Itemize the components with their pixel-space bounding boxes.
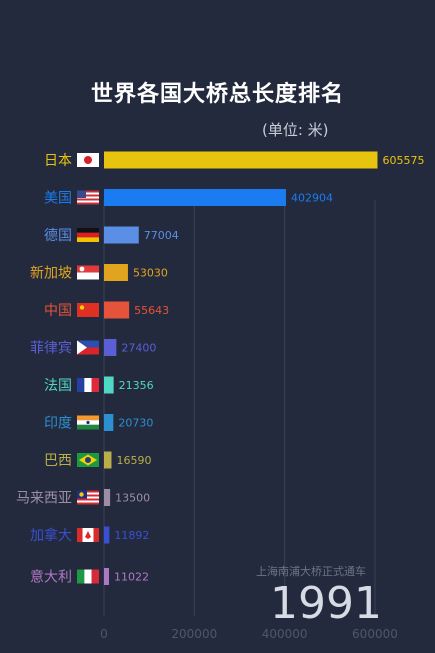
- bar: [104, 376, 114, 394]
- category-label: 日本: [44, 153, 72, 169]
- category-label: 德国: [44, 228, 72, 244]
- china-flag-icon: [77, 303, 99, 317]
- usa-flag-icon: [77, 190, 99, 205]
- category-label: 巴西: [44, 453, 72, 469]
- category-label: 新加坡: [30, 266, 72, 282]
- value-label: 13500: [115, 492, 150, 505]
- value-label: 77004: [144, 229, 179, 242]
- bar: [104, 151, 378, 169]
- category-label: 印度: [44, 416, 72, 432]
- category-label: 菲律宾: [30, 341, 72, 357]
- bar: [104, 526, 110, 544]
- bar: [104, 489, 111, 506]
- value-label: 605575: [382, 154, 424, 167]
- value-label: 21356: [119, 379, 154, 392]
- bar: [104, 568, 109, 585]
- x-tick-label: 600000: [352, 627, 398, 641]
- bar: [104, 414, 114, 431]
- category-label: 马来西亚: [16, 491, 72, 507]
- bar: [104, 264, 128, 281]
- category-label: 中国: [44, 303, 72, 319]
- philippines-flag-icon: [77, 340, 99, 355]
- bar: [104, 226, 139, 244]
- value-label: 11022: [114, 571, 149, 584]
- category-label: 加拿大: [30, 527, 72, 544]
- category-label: 意大利: [30, 569, 72, 586]
- singapore-flag-icon: [77, 265, 99, 280]
- chart-title: 世界各国大桥总长度排名: [90, 82, 344, 107]
- bar: [104, 339, 117, 356]
- malaysia-flag-icon: [77, 490, 99, 505]
- value-label: 53030: [133, 267, 168, 280]
- year-label: 1991: [270, 578, 382, 629]
- bar: [104, 451, 112, 469]
- france-flag-icon: [77, 378, 99, 392]
- brazil-flag-icon: [77, 453, 99, 467]
- unit-label: (单位: 米): [262, 121, 329, 139]
- value-label: 16590: [116, 454, 151, 467]
- value-label: 20730: [118, 417, 153, 430]
- x-tick-label: 200000: [171, 627, 217, 641]
- category-label: 法国: [44, 378, 72, 394]
- x-tick-label: 400000: [262, 627, 308, 641]
- event-annotation: 上海南浦大桥正式通车: [256, 565, 366, 578]
- canada-flag-icon: [77, 528, 99, 542]
- bar: [104, 301, 130, 319]
- bar: [104, 189, 286, 206]
- value-label: 27400: [121, 342, 156, 355]
- italy-flag-icon: [77, 569, 99, 584]
- x-tick-label: 0: [100, 627, 108, 641]
- value-label: 55643: [134, 304, 169, 317]
- value-label: 402904: [291, 192, 333, 205]
- germany-flag-icon: [77, 228, 99, 242]
- india-flag-icon: [77, 415, 99, 430]
- japan-flag-icon: [77, 153, 99, 167]
- category-label: 美国: [44, 191, 72, 207]
- value-label: 11892: [114, 529, 149, 542]
